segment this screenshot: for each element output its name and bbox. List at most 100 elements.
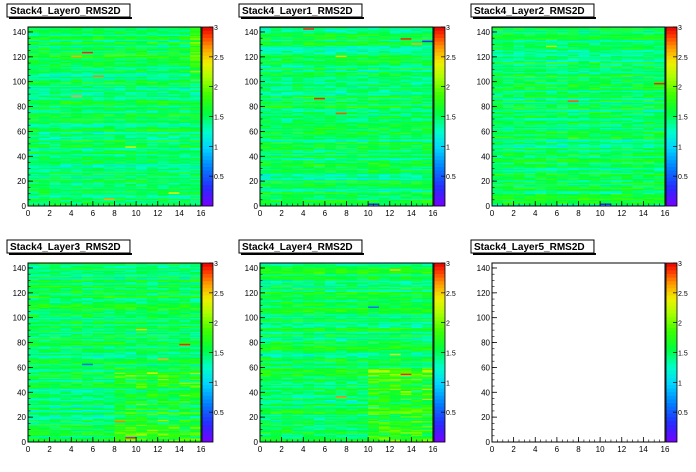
heatmap-cell: [157, 147, 169, 150]
heatmap-cell: [303, 172, 315, 174]
heatmap-cell: [146, 100, 159, 102]
heatmap-cell: [335, 186, 347, 188]
heatmap-cell: [71, 96, 83, 99]
heatmap-cell: [314, 80, 326, 82]
heatmap-cell: [314, 75, 326, 78]
heatmap-cell: [324, 122, 336, 125]
heatmap-cell: [190, 123, 202, 126]
heatmap-cell: [411, 69, 423, 71]
heatmap-cell: [281, 183, 293, 186]
heatmap-cell: [411, 60, 423, 63]
heatmap-cell: [314, 176, 326, 178]
heatmap-cell: [400, 75, 412, 78]
heatmap-cell: [292, 71, 304, 74]
heatmap-cell: [411, 40, 423, 43]
heatmap-cell: [422, 100, 434, 102]
heatmap-cell: [324, 38, 336, 40]
heatmap-cell: [335, 172, 347, 174]
heatmap-cell: [125, 44, 137, 46]
heatmap-cell: [314, 95, 326, 97]
heatmap-cell: [260, 112, 272, 115]
heatmap-cell: [303, 100, 315, 102]
heatmap-cell: [92, 60, 104, 63]
heatmap-cell: [60, 82, 72, 85]
z-tick-label: 3: [446, 25, 450, 32]
heatmap-cell: [303, 55, 315, 58]
heatmap-cell: [28, 87, 40, 90]
heatmap-cell: [71, 39, 83, 41]
heatmap-cell: [146, 69, 159, 71]
heatmap-cell: [114, 86, 126, 89]
heatmap-cell: [346, 39, 358, 41]
heatmap-cell: [324, 71, 336, 74]
heatmap-cell: [368, 65, 380, 68]
heatmap-cell: [92, 188, 104, 191]
x-tick-label: 4: [301, 209, 306, 218]
heatmap-cell: [190, 125, 202, 127]
title-shadow: [241, 17, 364, 19]
heatmap-cell: [103, 109, 115, 111]
heatmap-cell: [38, 199, 50, 202]
heatmap-cell: [260, 87, 272, 90]
heatmap-cell: [168, 125, 180, 127]
heatmap-cell: [400, 69, 412, 71]
heatmap-cell: [400, 148, 412, 151]
heatmap-cell: [411, 151, 423, 153]
heatmap-cell: [368, 95, 380, 97]
heatmap-cell: [28, 35, 40, 38]
heatmap-cell: [71, 33, 83, 35]
heatmap-cell: [422, 31, 434, 34]
heatmap-cell: [260, 106, 272, 109]
heatmap-cell: [346, 111, 358, 114]
heatmap-cell: [389, 197, 401, 199]
heatmap-cell: [260, 132, 272, 135]
heatmap-cell: [190, 56, 202, 59]
heatmap-cell: [411, 172, 423, 174]
heatmap-cell: [92, 44, 104, 46]
heatmap-cell: [324, 61, 336, 64]
heatmap-cell: [71, 94, 83, 96]
heatmap-cell: [103, 161, 115, 163]
heatmap-cell: [303, 140, 315, 142]
heatmap-cell: [314, 151, 326, 153]
heatmap-cell: [400, 141, 412, 143]
heatmap-cell: [49, 72, 61, 75]
heatmap-cell: [422, 184, 434, 187]
heatmap-cell: [378, 36, 391, 39]
heatmap-cell: [368, 179, 380, 182]
heatmap-cell: [179, 197, 191, 199]
heatmap-cell: [60, 66, 72, 69]
heatmap-cell: [400, 114, 412, 116]
heatmap-cell: [92, 76, 104, 79]
heatmap-cell: [114, 43, 126, 45]
heatmap-cell: [146, 59, 159, 61]
heatmap-cell: [346, 199, 358, 202]
heatmap-cell: [303, 169, 315, 172]
heatmap-cell: [281, 74, 293, 76]
heatmap-cell: [422, 120, 434, 122]
heatmap-cell: [92, 54, 104, 56]
heatmap-cell: [357, 156, 369, 158]
heatmap-cell: [335, 61, 347, 64]
heatmap-cell: [422, 41, 434, 44]
heatmap-cell: [389, 49, 401, 51]
heatmap-cell: [400, 105, 412, 107]
heatmap-cell: [157, 137, 169, 140]
heatmap-cell: [92, 66, 104, 69]
heatmap-cell: [357, 109, 369, 111]
heatmap-cell: [125, 59, 137, 61]
heatmap-cell: [38, 141, 50, 143]
heatmap-cell: [411, 132, 423, 135]
heatmap-cell: [82, 193, 94, 196]
heatmap-cell: [422, 157, 434, 160]
heatmap-cell: [136, 89, 148, 91]
heatmap-cell: [260, 82, 272, 85]
heatmap-cell: [292, 121, 304, 124]
colorbar-segment: [434, 55, 445, 60]
heatmap-cell: [125, 158, 137, 161]
heatmap-cell: [71, 188, 83, 191]
heatmap-cell: [136, 136, 148, 138]
heatmap-cell: [157, 128, 169, 131]
heatmap-cell: [324, 104, 336, 106]
